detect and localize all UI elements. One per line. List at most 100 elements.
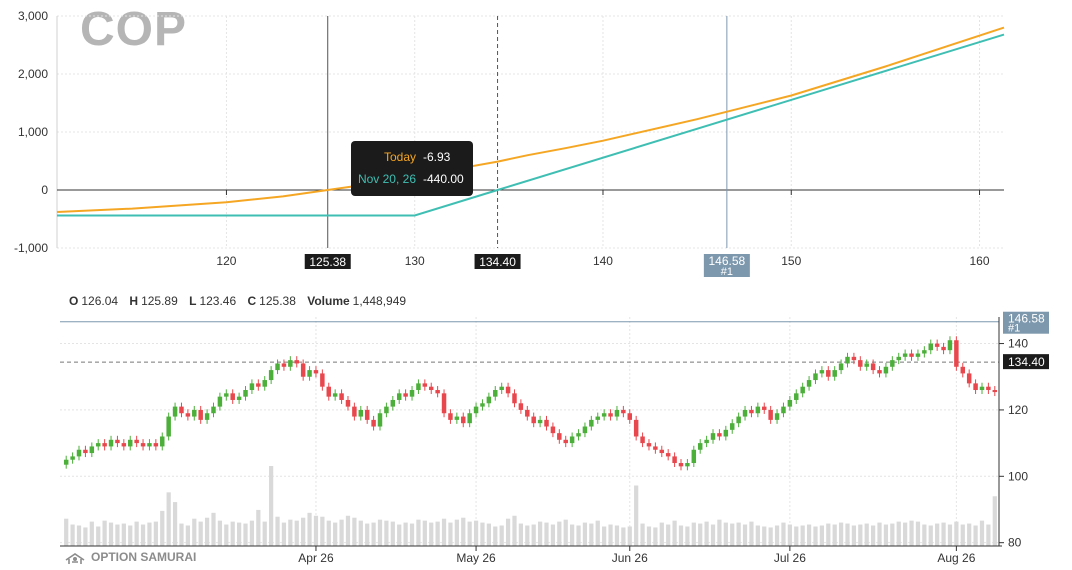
candle-body xyxy=(224,393,229,397)
candle-body xyxy=(729,423,735,430)
volume-bar xyxy=(345,515,351,546)
candle-body xyxy=(685,463,690,467)
payoff-x-tick-label: 130 xyxy=(405,254,425,268)
volume-bar xyxy=(102,520,107,546)
tooltip-row-expiry: Nov 20, 26 -440.00 xyxy=(351,172,473,190)
volume-bar xyxy=(256,509,261,546)
candle-body xyxy=(640,436,645,444)
volume-bar xyxy=(550,524,556,546)
candle-body xyxy=(76,449,82,457)
candle-body xyxy=(544,419,549,427)
candle-body xyxy=(396,393,402,400)
volume-bar xyxy=(505,518,511,546)
volume-bar xyxy=(986,524,991,546)
volume-bar xyxy=(691,522,696,546)
volume-bar xyxy=(858,524,863,546)
payoff-line-today xyxy=(56,26,1005,213)
candle-body xyxy=(128,439,133,447)
volume-bar xyxy=(358,520,363,546)
volume-bar xyxy=(774,525,780,546)
volume-bar xyxy=(262,521,267,546)
volume-bar xyxy=(941,522,946,546)
candle-body xyxy=(454,416,460,420)
volume-bar xyxy=(89,521,94,546)
candle-body xyxy=(422,383,428,387)
volume-bar xyxy=(301,517,306,546)
price-x-tick-label: May 26 xyxy=(456,551,496,565)
price-level-sublabel: #1 xyxy=(1008,323,1020,335)
volume-bar xyxy=(537,521,543,546)
volume-bar xyxy=(954,521,959,546)
volume-bar xyxy=(806,524,812,546)
candle-body xyxy=(646,443,652,447)
volume-bar xyxy=(486,523,491,546)
payoff-y-tick-label: 3,000 xyxy=(18,9,48,23)
candle-body xyxy=(954,340,959,367)
candle-body xyxy=(966,373,972,384)
low-value: 123.46 xyxy=(199,294,237,308)
volume-bar xyxy=(473,520,479,546)
candle-body xyxy=(633,419,639,437)
candle-body xyxy=(486,396,492,404)
candle-body xyxy=(569,436,575,444)
volume-bar xyxy=(429,522,434,546)
candle-body xyxy=(95,443,101,447)
candle-body xyxy=(384,406,389,414)
open-value: 126.04 xyxy=(81,294,119,308)
volume-bar xyxy=(448,522,453,546)
candle-body xyxy=(653,446,658,450)
tooltip-row-today: Today -6.93 xyxy=(351,150,473,168)
payoff-chart[interactable]: -1,000 0 1,000 2,000 3,000 120 130 140 150 160 125… xyxy=(0,0,1072,285)
volume-bar xyxy=(326,520,331,546)
payoff-y-tick-label: 1,000 xyxy=(18,125,48,139)
volume-bar xyxy=(935,523,940,546)
candle-body xyxy=(204,413,210,420)
candle-body xyxy=(102,443,107,447)
volume-bar xyxy=(602,526,607,546)
candle-body xyxy=(409,390,415,397)
volume-bar xyxy=(819,525,825,546)
volume-bar xyxy=(659,522,664,546)
payoff-x-tick-label: 150 xyxy=(781,254,801,268)
price-chart[interactable]: 80 100 120 140 Apr 26 May 26 Jun 26 Jul 26 Aug 2… xyxy=(0,285,1072,570)
close-value: 125.38 xyxy=(259,294,296,308)
candle-body xyxy=(832,370,837,377)
volume-bar xyxy=(96,526,101,546)
volume-bar xyxy=(211,512,216,546)
volume-bar xyxy=(678,525,684,546)
volume-bar xyxy=(288,519,293,546)
volume-bar xyxy=(570,524,575,546)
candle-body xyxy=(582,426,588,434)
candle-body xyxy=(563,439,568,444)
candle-body xyxy=(371,419,376,427)
volume-bar xyxy=(903,522,908,546)
volume-bar xyxy=(557,521,562,546)
candle-body xyxy=(115,439,120,444)
volume-bar xyxy=(826,523,831,546)
candle-body xyxy=(518,403,524,410)
volume-bar xyxy=(275,516,280,546)
candle-body xyxy=(493,390,498,397)
payoff-y-tick-label: 2,000 xyxy=(18,67,48,81)
volume-bar xyxy=(672,520,677,546)
candle-body xyxy=(480,403,485,407)
candle-body xyxy=(525,409,530,417)
volume-bar xyxy=(768,527,773,546)
candle-body xyxy=(819,370,825,374)
volume-bar xyxy=(531,524,536,546)
volume-bar xyxy=(108,522,114,546)
volume-bar xyxy=(83,527,88,546)
candle-body xyxy=(300,363,306,377)
candle-body xyxy=(172,406,178,417)
candle-body xyxy=(320,373,325,387)
volume-label: Volume xyxy=(307,294,350,308)
candle-body xyxy=(960,366,966,374)
volume-bar xyxy=(666,524,671,546)
volume-bar xyxy=(377,519,383,546)
volume-bar xyxy=(64,518,69,546)
payoff-y-tick-label: 0 xyxy=(41,183,48,197)
volume-bar xyxy=(397,524,402,546)
volume-bar xyxy=(441,518,447,546)
volume-value: 1,448,949 xyxy=(352,294,407,308)
candle-body xyxy=(768,409,773,420)
